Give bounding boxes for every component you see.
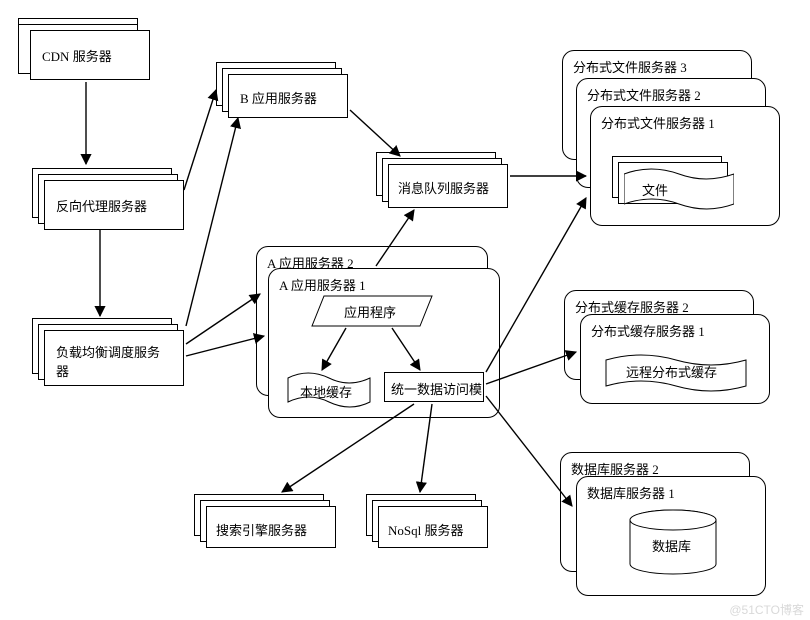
node-mq: 消息队列服务器 bbox=[376, 152, 508, 208]
edge-lb-appa-2 bbox=[186, 336, 264, 356]
label-dataaccess: 统一数据访问模 bbox=[391, 379, 482, 398]
node-dcache1: 分布式缓存服务器 1 bbox=[580, 314, 770, 404]
node-nosql: NoSql 服务器 bbox=[366, 494, 488, 548]
label-database: 数据库 bbox=[652, 536, 691, 555]
label-dcache1: 分布式缓存服务器 1 bbox=[591, 321, 705, 340]
node-lb: 负载均衡调度服务器 bbox=[32, 318, 184, 386]
label-remotecache: 远程分布式缓存 bbox=[626, 362, 717, 381]
label-nosql: NoSql 服务器 bbox=[388, 520, 463, 539]
edge-appb-mq bbox=[350, 110, 400, 156]
label-appprog: 应用程序 bbox=[344, 302, 396, 321]
node-dataaccess: 统一数据访问模 bbox=[384, 372, 484, 402]
label-revproxy: 反向代理服务器 bbox=[56, 196, 147, 215]
node-file: 文件 bbox=[612, 156, 744, 214]
label-db1: 数据库服务器 1 bbox=[587, 483, 675, 502]
edge-lb-appb bbox=[186, 118, 238, 326]
node-search: 搜索引擎服务器 bbox=[194, 494, 336, 548]
node-appb: B 应用服务器 bbox=[216, 62, 348, 118]
label-appb: B 应用服务器 bbox=[240, 88, 317, 107]
node-revproxy: 反向代理服务器 bbox=[32, 168, 184, 230]
watermark: @51CTO博客 bbox=[729, 601, 804, 618]
label-file: 文件 bbox=[642, 180, 668, 199]
label-cdn: CDN 服务器 bbox=[42, 46, 112, 65]
label-dfs3: 分布式文件服务器 3 bbox=[573, 57, 687, 76]
node-cdn: CDN 服务器 bbox=[18, 18, 150, 80]
label-lb: 负载均衡调度服务器 bbox=[56, 342, 168, 380]
label-mq: 消息队列服务器 bbox=[398, 178, 489, 197]
label-dfs2: 分布式文件服务器 2 bbox=[587, 85, 701, 104]
label-appa1: A 应用服务器 1 bbox=[279, 275, 366, 294]
label-dfs1: 分布式文件服务器 1 bbox=[601, 113, 715, 132]
label-search: 搜索引擎服务器 bbox=[216, 520, 307, 539]
label-localcache: 本地缓存 bbox=[300, 382, 352, 401]
edge-revproxy-appb bbox=[184, 90, 216, 190]
edge-lb-appa-1 bbox=[186, 294, 260, 344]
